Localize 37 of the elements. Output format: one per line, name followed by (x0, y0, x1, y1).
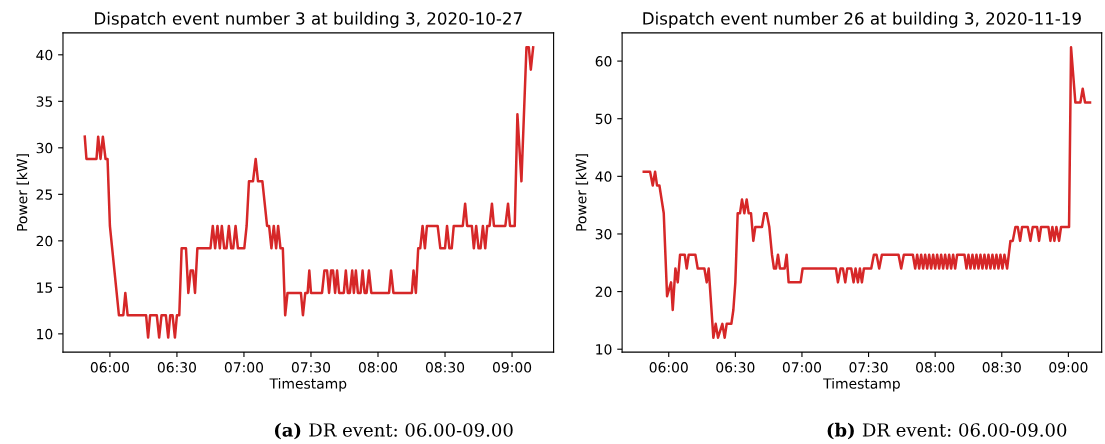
y-tick-label: 50 (595, 113, 612, 125)
x-tick-label: 06:30 (157, 362, 197, 373)
x-axis-title: Timestamp (823, 378, 900, 392)
y-tick-label: 35 (36, 96, 53, 107)
x-tick-label: 07:30 (291, 362, 331, 373)
y-tick-label: 30 (36, 142, 53, 154)
text: (a) DR event: 06.00-09.00 (274, 422, 513, 440)
x-tick-label: 06:00 (90, 362, 129, 373)
x-tick-label: 09:00 (1049, 362, 1088, 373)
x-tick-label: 08:30 (425, 362, 465, 373)
chart-title: Dispatch event number 26 at building 3, 2020-11-19 (643, 11, 1081, 28)
line-series (83, 46, 535, 339)
y-tick-label: 40 (36, 49, 53, 61)
y-axis-title: Power [kW] (16, 154, 29, 231)
x-axis-title: Timestamp (269, 378, 347, 392)
x-tick-label: 07:00 (782, 362, 822, 373)
y-tick-label: 10 (596, 344, 612, 355)
y-tick-label: 60 (595, 56, 612, 67)
x-tick-label: 07:00 (224, 362, 264, 373)
y-tick-label: 15 (37, 282, 53, 293)
x-tick-label: 09:00 (492, 362, 532, 373)
x-tick-label: 06:00 (649, 362, 688, 373)
y-tick-label: 25 (36, 189, 53, 200)
y-tick-label: 30 (595, 228, 612, 240)
x-tick-label: 07:30 (849, 362, 888, 373)
y-tick-label: 10 (37, 328, 53, 340)
y-axis-title: Power [kW] (575, 154, 589, 231)
text: (b) DR event: 06.00-09.00 (827, 422, 1067, 440)
line-series (642, 46, 1092, 339)
x-tick-label: 08:00 (916, 362, 955, 373)
y-tick-label: 20 (595, 286, 612, 298)
y-tick-label: 20 (36, 235, 53, 247)
x-tick-label: 08:00 (358, 362, 398, 373)
y-tick-label: 40 (595, 171, 612, 182)
x-tick-label: 08:30 (982, 362, 1021, 373)
x-tick-label: 06:30 (716, 362, 755, 373)
chart-title: Dispatch event number 3 at building 3, 2020-10-27 (95, 11, 522, 28)
